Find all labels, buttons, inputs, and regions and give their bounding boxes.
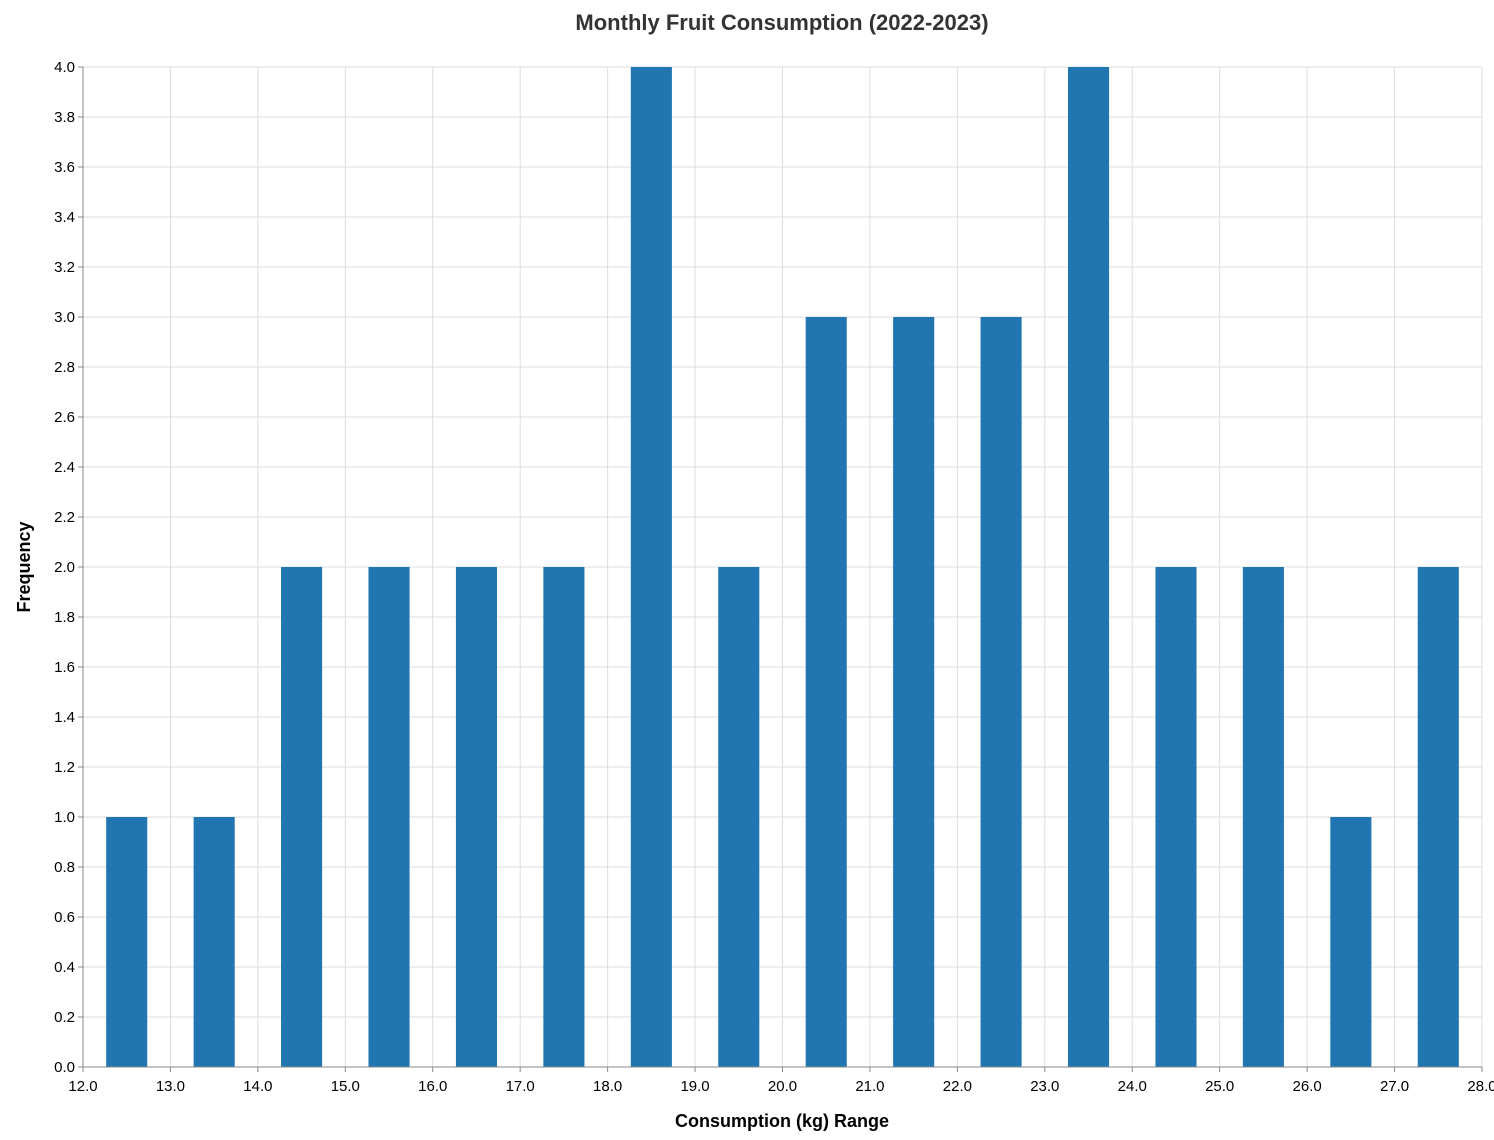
histogram-bar bbox=[630, 67, 672, 1067]
y-tick-label: 3.8 bbox=[54, 109, 75, 126]
y-tick-label: 0.0 bbox=[54, 1059, 75, 1076]
y-tick-label: 2.2 bbox=[54, 509, 75, 526]
x-tick-label: 17.0 bbox=[506, 1078, 535, 1095]
histogram-bar bbox=[106, 817, 148, 1067]
y-tick-label: 2.8 bbox=[54, 359, 75, 376]
x-tick-label: 24.0 bbox=[1118, 1078, 1147, 1095]
y-tick-label: 3.0 bbox=[54, 309, 75, 326]
y-tick-label: 1.8 bbox=[54, 609, 75, 626]
x-tick-label: 18.0 bbox=[593, 1078, 622, 1095]
histogram-bar bbox=[543, 567, 585, 1067]
histogram-bar bbox=[1242, 567, 1284, 1067]
histogram-bar bbox=[1330, 817, 1372, 1067]
x-tick-label: 27.0 bbox=[1380, 1078, 1409, 1095]
x-tick-label: 22.0 bbox=[943, 1078, 972, 1095]
x-tick-label: 15.0 bbox=[331, 1078, 360, 1095]
x-axis-label: Consumption (kg) Range bbox=[675, 1111, 889, 1131]
y-tick-label: 2.4 bbox=[54, 459, 75, 476]
y-tick-label: 0.2 bbox=[54, 1009, 75, 1026]
chart-title: Monthly Fruit Consumption (2022-2023) bbox=[575, 10, 988, 35]
histogram-bar bbox=[1067, 67, 1110, 1067]
y-tick-label: 0.8 bbox=[54, 859, 75, 876]
x-tick-label: 12.0 bbox=[68, 1078, 97, 1095]
x-tick-label: 21.0 bbox=[855, 1078, 884, 1095]
x-axis: 12.0 13.0 14.0 15.0 16.0 17.0 18.0 19.0 20.0 21.0… bbox=[68, 1066, 1494, 1095]
histogram-bar bbox=[805, 317, 847, 1067]
y-axis: 0.0 0.2 0.4 0.6 0.8 1.0 1.2 1.4 1.6 1.8 2.0 2.2 2.4 2… bbox=[54, 59, 84, 1076]
histogram-bar bbox=[281, 567, 323, 1067]
y-tick-label: 2.6 bbox=[54, 409, 75, 426]
x-tick-label: 13.0 bbox=[156, 1078, 185, 1095]
y-tick-label: 1.4 bbox=[54, 709, 75, 726]
histogram-bar bbox=[368, 567, 410, 1067]
x-tick-label: 19.0 bbox=[680, 1078, 709, 1095]
y-tick-label: 3.4 bbox=[54, 209, 75, 226]
histogram-bar bbox=[193, 817, 235, 1067]
x-tick-label: 16.0 bbox=[418, 1078, 447, 1095]
x-tick-label: 28.0 bbox=[1467, 1078, 1494, 1095]
histogram-bar bbox=[455, 567, 498, 1067]
y-tick-label: 0.4 bbox=[54, 959, 75, 976]
histogram-bar bbox=[1155, 567, 1197, 1067]
y-tick-label: 3.6 bbox=[54, 159, 75, 176]
y-tick-label: 1.0 bbox=[54, 809, 75, 826]
y-tick-label: 4.0 bbox=[54, 59, 75, 76]
bars bbox=[106, 67, 1459, 1067]
x-tick-label: 26.0 bbox=[1293, 1078, 1322, 1095]
x-tick-label: 14.0 bbox=[243, 1078, 272, 1095]
histogram-bar bbox=[893, 317, 935, 1067]
x-tick-label: 25.0 bbox=[1205, 1078, 1234, 1095]
x-tick-label: 20.0 bbox=[768, 1078, 797, 1095]
y-tick-label: 2.0 bbox=[54, 559, 75, 576]
x-tick-label: 23.0 bbox=[1030, 1078, 1059, 1095]
histogram-bar bbox=[980, 317, 1022, 1067]
y-tick-label: 1.2 bbox=[54, 759, 75, 776]
histogram-bar bbox=[718, 567, 760, 1067]
histogram-bar bbox=[1417, 567, 1459, 1067]
y-tick-label: 1.6 bbox=[54, 659, 75, 676]
y-axis-label: Frequency bbox=[14, 521, 34, 612]
y-tick-label: 0.6 bbox=[54, 909, 75, 926]
y-tick-label: 3.2 bbox=[54, 259, 75, 276]
